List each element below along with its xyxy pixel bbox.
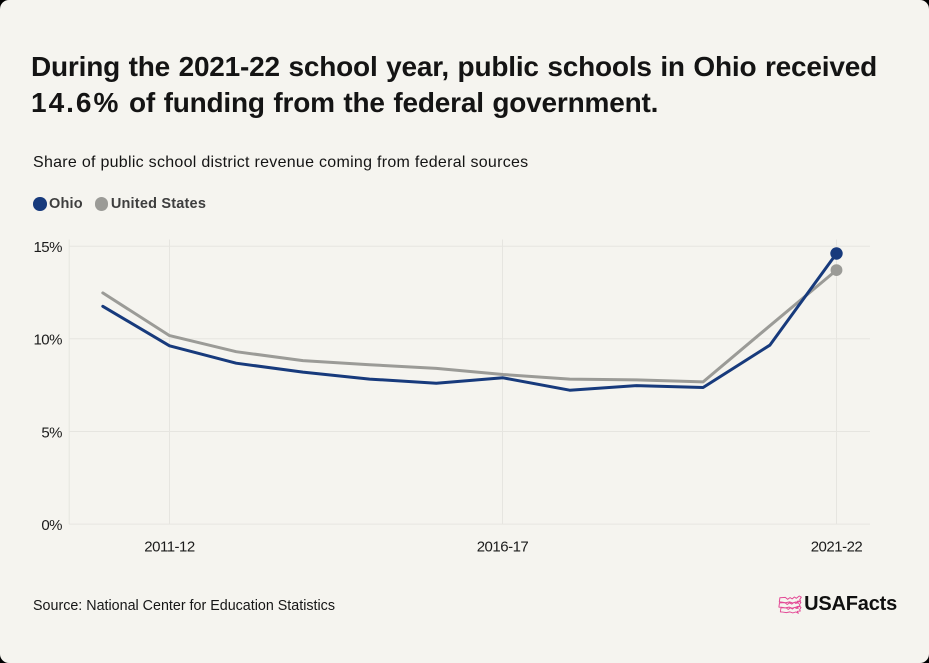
svg-text:2021-22: 2021-22 [811,539,863,556]
svg-text:2011-12: 2011-12 [144,539,195,556]
svg-text:10%: 10% [33,332,62,349]
svg-text:2016-17: 2016-17 [477,539,529,556]
svg-text:5%: 5% [41,424,62,441]
svg-text:0%: 0% [41,517,62,534]
svg-text:15%: 15% [33,239,62,256]
